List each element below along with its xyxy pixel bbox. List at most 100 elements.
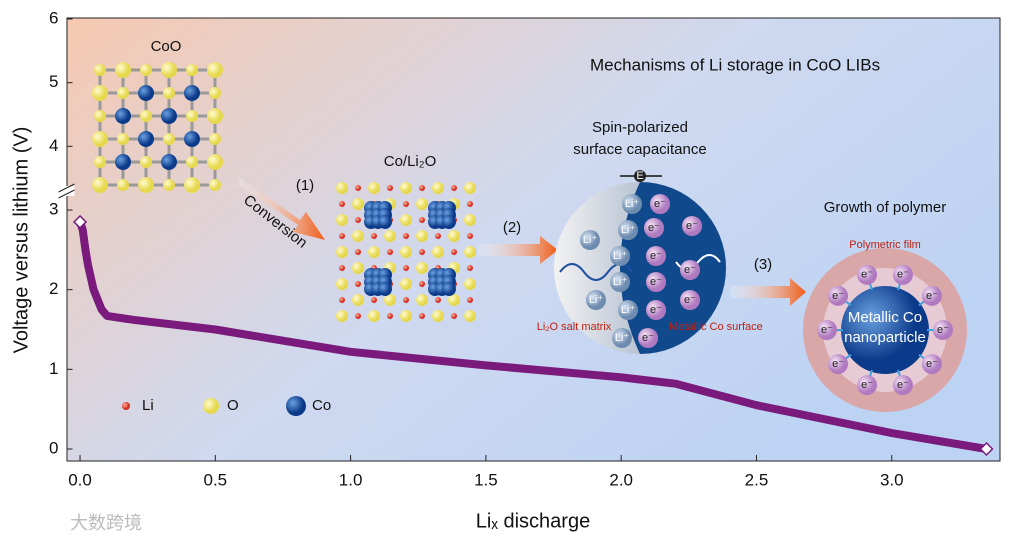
ion-label: Li⁺ [615,332,630,344]
annotation: Metallic Co surface [669,321,763,333]
ion-label: e⁻ [861,269,873,281]
x-tick-label: 1.0 [339,470,363,489]
legend-label: Li [142,397,154,414]
atom [610,246,630,266]
atom [186,110,198,122]
atom [207,154,223,170]
atom [339,233,345,239]
legend-marker [203,398,219,414]
atom [355,217,361,223]
atom [355,281,361,287]
ion-label: e⁻ [897,269,909,281]
atom [467,201,473,207]
annotation: Polymetric film [849,239,921,251]
atom [680,260,700,280]
atom [371,233,377,239]
ion-label: e⁻ [686,220,698,232]
axis-break [58,186,75,196]
atom [857,375,878,396]
atom [638,328,658,348]
ion-label: e⁻ [650,304,662,316]
atom [186,156,198,168]
atom [163,133,175,145]
atom [618,300,638,320]
atom [115,154,131,170]
ion-label: e⁻ [926,358,938,370]
atom [339,297,345,303]
atom [646,246,666,266]
atom [92,85,108,101]
atom [94,156,106,168]
atom [400,182,412,194]
atom [419,313,425,319]
atom [352,262,364,274]
ion-label: e⁻ [648,222,660,234]
atom [117,87,129,99]
watermark: 大数跨境 [70,513,142,533]
annotation: (2) [503,219,521,236]
atom [892,264,913,285]
atom [467,297,473,303]
atom [467,233,473,239]
atom [387,249,393,255]
atom [352,230,364,242]
atom [368,310,380,322]
atom [138,177,154,193]
atom [117,133,129,145]
atom [140,110,152,122]
atom [352,198,364,210]
atom [92,131,108,147]
atom [209,133,221,145]
atom [355,313,361,319]
atom [612,328,632,348]
ion-label: e⁻ [650,276,662,288]
atom [464,182,476,194]
atom [451,185,457,191]
atom [403,297,409,303]
y-tick-label: 3 [49,199,58,218]
atom [586,290,606,310]
atom [921,285,942,306]
ion-label: Li⁺ [621,224,636,236]
y-tick-label: 0 [49,438,58,457]
ion-label: e⁻ [654,198,666,210]
annotation: (3) [754,256,772,273]
atom [209,179,221,191]
atom [161,154,177,170]
atom [336,310,348,322]
ion-label: e⁻ [897,379,909,391]
atom [817,320,837,340]
atom [140,64,152,76]
annotation: surface capacitance [573,141,706,158]
atom [336,278,348,290]
atom [117,179,129,191]
axis-break-mark [58,183,75,193]
legend-label: O [227,397,239,414]
legend-marker [122,402,130,410]
ion-label: e⁻ [684,264,696,276]
atom [464,246,476,258]
ion-label: e⁻ [684,294,696,306]
ion-label: e⁻ [642,332,654,344]
atom [419,217,425,223]
atom [416,230,428,242]
y-tick-label: 4 [49,136,58,155]
atom [403,233,409,239]
ion-label: e⁻ [937,324,949,336]
x-tick-label: 0.5 [203,470,227,489]
atom [403,201,409,207]
atom [646,272,666,292]
y-tick-label: 6 [49,8,58,27]
chart-title: Mechanisms of Li storage in CoO LIBs [590,55,880,74]
atom [368,182,380,194]
x-tick-label: 1.5 [474,470,498,489]
atom [416,294,428,306]
atom [448,294,460,306]
atom [435,297,441,303]
atom [419,249,425,255]
atom [92,177,108,193]
atom [184,131,200,147]
annotation: (1) [296,177,314,194]
atom [368,246,380,258]
annotation: nanoparticle [844,329,926,346]
